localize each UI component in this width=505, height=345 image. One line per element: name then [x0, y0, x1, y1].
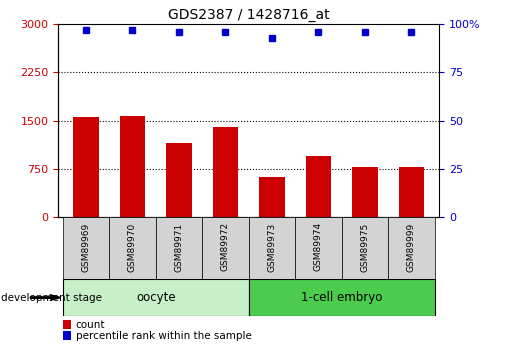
Bar	[342, 217, 388, 279]
Bar	[249, 279, 435, 316]
Bar	[388, 217, 435, 279]
Text: GSM89973: GSM89973	[268, 222, 276, 272]
Text: percentile rank within the sample: percentile rank within the sample	[76, 331, 251, 341]
Text: GSM89999: GSM89999	[407, 222, 416, 272]
Text: GSM89972: GSM89972	[221, 222, 230, 272]
Bar	[259, 177, 285, 217]
Text: GSM89975: GSM89975	[361, 222, 370, 272]
Text: 1-cell embryo: 1-cell embryo	[301, 291, 382, 304]
Bar	[398, 167, 424, 217]
Bar	[109, 217, 156, 279]
Bar	[63, 279, 249, 316]
Bar	[63, 217, 109, 279]
Text: GSM89969: GSM89969	[81, 222, 90, 272]
Title: GDS2387 / 1428716_at: GDS2387 / 1428716_at	[168, 8, 330, 22]
Text: development stage: development stage	[1, 293, 102, 303]
Bar	[166, 143, 192, 217]
Bar	[295, 217, 342, 279]
Text: GSM89970: GSM89970	[128, 222, 137, 272]
Bar	[120, 116, 145, 217]
Text: GSM89974: GSM89974	[314, 222, 323, 272]
Text: GSM89971: GSM89971	[174, 222, 183, 272]
Bar	[306, 156, 331, 217]
Bar	[73, 117, 99, 217]
Bar	[156, 217, 202, 279]
Bar	[202, 217, 249, 279]
Text: count: count	[76, 320, 105, 329]
Text: oocyte: oocyte	[136, 291, 176, 304]
Bar	[249, 217, 295, 279]
Bar	[213, 127, 238, 217]
Bar	[352, 167, 378, 217]
